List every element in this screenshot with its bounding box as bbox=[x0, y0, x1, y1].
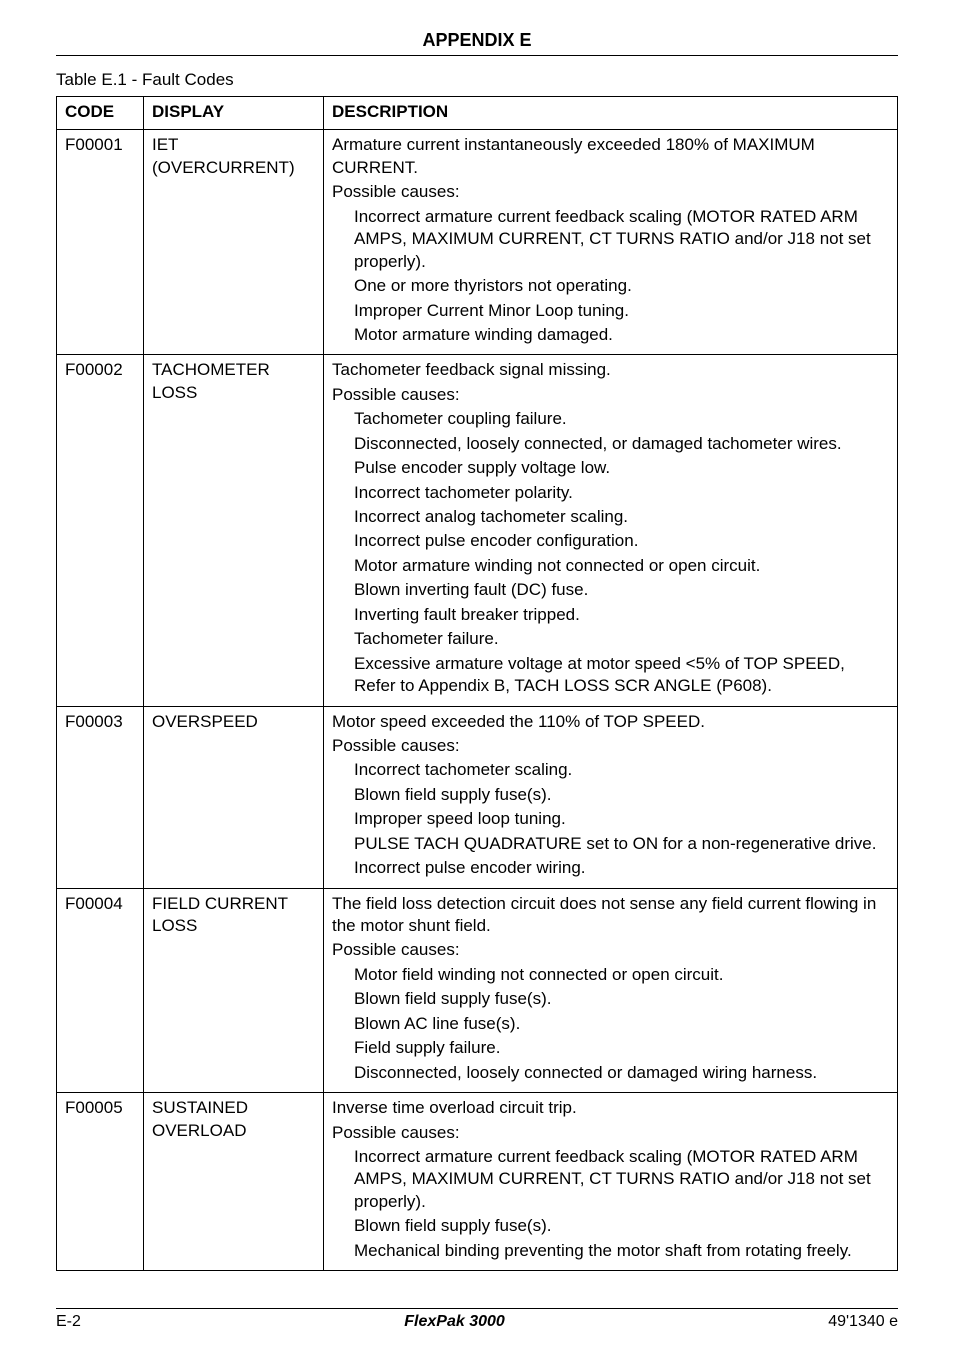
description-line: Possible causes: bbox=[332, 735, 889, 757]
cell-description: Motor speed exceeded the 110% of TOP SPE… bbox=[324, 706, 898, 888]
description-line: Possible causes: bbox=[332, 181, 889, 203]
col-header-description: DESCRIPTION bbox=[324, 97, 898, 130]
table-row: F00005SUSTAINED OVERLOADInverse time ove… bbox=[57, 1093, 898, 1271]
description-line: Inverting fault breaker tripped. bbox=[354, 604, 889, 626]
footer-page-number: E-2 bbox=[56, 1313, 81, 1331]
page: APPENDIX E Table E.1 - Fault Codes CODE … bbox=[0, 0, 954, 1351]
description-line: Possible causes: bbox=[332, 939, 889, 961]
footer-row: E-2 FlexPak 3000 49'1340 e bbox=[56, 1313, 898, 1331]
header-rule bbox=[56, 55, 898, 56]
description-line: Incorrect armature current feedback scal… bbox=[354, 1146, 889, 1213]
description-line: Motor speed exceeded the 110% of TOP SPE… bbox=[332, 711, 889, 733]
description-line: Blown field supply fuse(s). bbox=[354, 1215, 889, 1237]
col-header-code: CODE bbox=[57, 97, 144, 130]
description-line: Incorrect armature current feedback scal… bbox=[354, 206, 889, 273]
cell-code: F00001 bbox=[57, 130, 144, 355]
table-caption: Table E.1 - Fault Codes bbox=[56, 70, 898, 90]
cell-code: F00002 bbox=[57, 355, 144, 706]
description-line: Motor field winding not connected or ope… bbox=[354, 964, 889, 986]
description-line: Field supply failure. bbox=[354, 1037, 889, 1059]
fault-codes-table: CODE DISPLAY DESCRIPTION F00001IET (OVER… bbox=[56, 96, 898, 1271]
table-header-row: CODE DISPLAY DESCRIPTION bbox=[57, 97, 898, 130]
description-line: Pulse encoder supply voltage low. bbox=[354, 457, 889, 479]
cell-display: FIELD CURRENT LOSS bbox=[144, 888, 324, 1093]
description-line: One or more thyristors not operating. bbox=[354, 275, 889, 297]
description-line: The field loss detection circuit does no… bbox=[332, 893, 889, 938]
description-line: Incorrect tachometer polarity. bbox=[354, 482, 889, 504]
description-line: Blown inverting fault (DC) fuse. bbox=[354, 579, 889, 601]
description-line: Motor armature winding not connected or … bbox=[354, 555, 889, 577]
description-line: Armature current instantaneously exceede… bbox=[332, 134, 889, 179]
description-line: Inverse time overload circuit trip. bbox=[332, 1097, 889, 1119]
cell-code: F00005 bbox=[57, 1093, 144, 1271]
description-line: Blown field supply fuse(s). bbox=[354, 784, 889, 806]
footer-rule bbox=[56, 1308, 898, 1309]
table-row: F00004FIELD CURRENT LOSSThe field loss d… bbox=[57, 888, 898, 1093]
table-body: F00001IET (OVERCURRENT)Armature current … bbox=[57, 130, 898, 1271]
description-line: Disconnected, loosely connected, or dama… bbox=[354, 433, 889, 455]
description-line: Incorrect pulse encoder configuration. bbox=[354, 530, 889, 552]
description-line: Mechanical binding preventing the motor … bbox=[354, 1240, 889, 1262]
cell-code: F00004 bbox=[57, 888, 144, 1093]
description-line: Blown AC line fuse(s). bbox=[354, 1013, 889, 1035]
description-line: Improper Current Minor Loop tuning. bbox=[354, 300, 889, 322]
description-line: Motor armature winding damaged. bbox=[354, 324, 889, 346]
page-footer: E-2 FlexPak 3000 49'1340 e bbox=[56, 1298, 898, 1331]
cell-display: OVERSPEED bbox=[144, 706, 324, 888]
description-line: PULSE TACH QUADRATURE set to ON for a no… bbox=[354, 833, 889, 855]
description-line: Incorrect tachometer scaling. bbox=[354, 759, 889, 781]
cell-display: TACHOMETER LOSS bbox=[144, 355, 324, 706]
description-line: Incorrect analog tachometer scaling. bbox=[354, 506, 889, 528]
description-line: Disconnected, loosely connected or damag… bbox=[354, 1062, 889, 1084]
cell-description: Armature current instantaneously exceede… bbox=[324, 130, 898, 355]
cell-description: Inverse time overload circuit trip. Possi… bbox=[324, 1093, 898, 1271]
description-line: Tachometer coupling failure. bbox=[354, 408, 889, 430]
col-header-display: DISPLAY bbox=[144, 97, 324, 130]
description-line: Possible causes: bbox=[332, 1122, 889, 1144]
description-line: Possible causes: bbox=[332, 384, 889, 406]
cell-description: The field loss detection circuit does no… bbox=[324, 888, 898, 1093]
table-row: F00001IET (OVERCURRENT)Armature current … bbox=[57, 130, 898, 355]
description-line: Blown field supply fuse(s). bbox=[354, 988, 889, 1010]
description-line: Excessive armature voltage at motor spee… bbox=[354, 653, 889, 698]
cell-code: F00003 bbox=[57, 706, 144, 888]
footer-product-name: FlexPak 3000 bbox=[404, 1313, 505, 1331]
cell-description: Tachometer feedback signal missing. Possi… bbox=[324, 355, 898, 706]
cell-display: IET (OVERCURRENT) bbox=[144, 130, 324, 355]
footer-doc-id: 49'1340 e bbox=[828, 1313, 898, 1331]
table-row: F00002TACHOMETER LOSSTachometer feedback… bbox=[57, 355, 898, 706]
description-line: Tachometer failure. bbox=[354, 628, 889, 650]
table-row: F00003OVERSPEED Motor speed exceeded the … bbox=[57, 706, 898, 888]
cell-display: SUSTAINED OVERLOAD bbox=[144, 1093, 324, 1271]
description-line: Tachometer feedback signal missing. bbox=[332, 359, 889, 381]
description-line: Improper speed loop tuning. bbox=[354, 808, 889, 830]
page-header-title: APPENDIX E bbox=[56, 30, 898, 51]
description-line: Incorrect pulse encoder wiring. bbox=[354, 857, 889, 879]
